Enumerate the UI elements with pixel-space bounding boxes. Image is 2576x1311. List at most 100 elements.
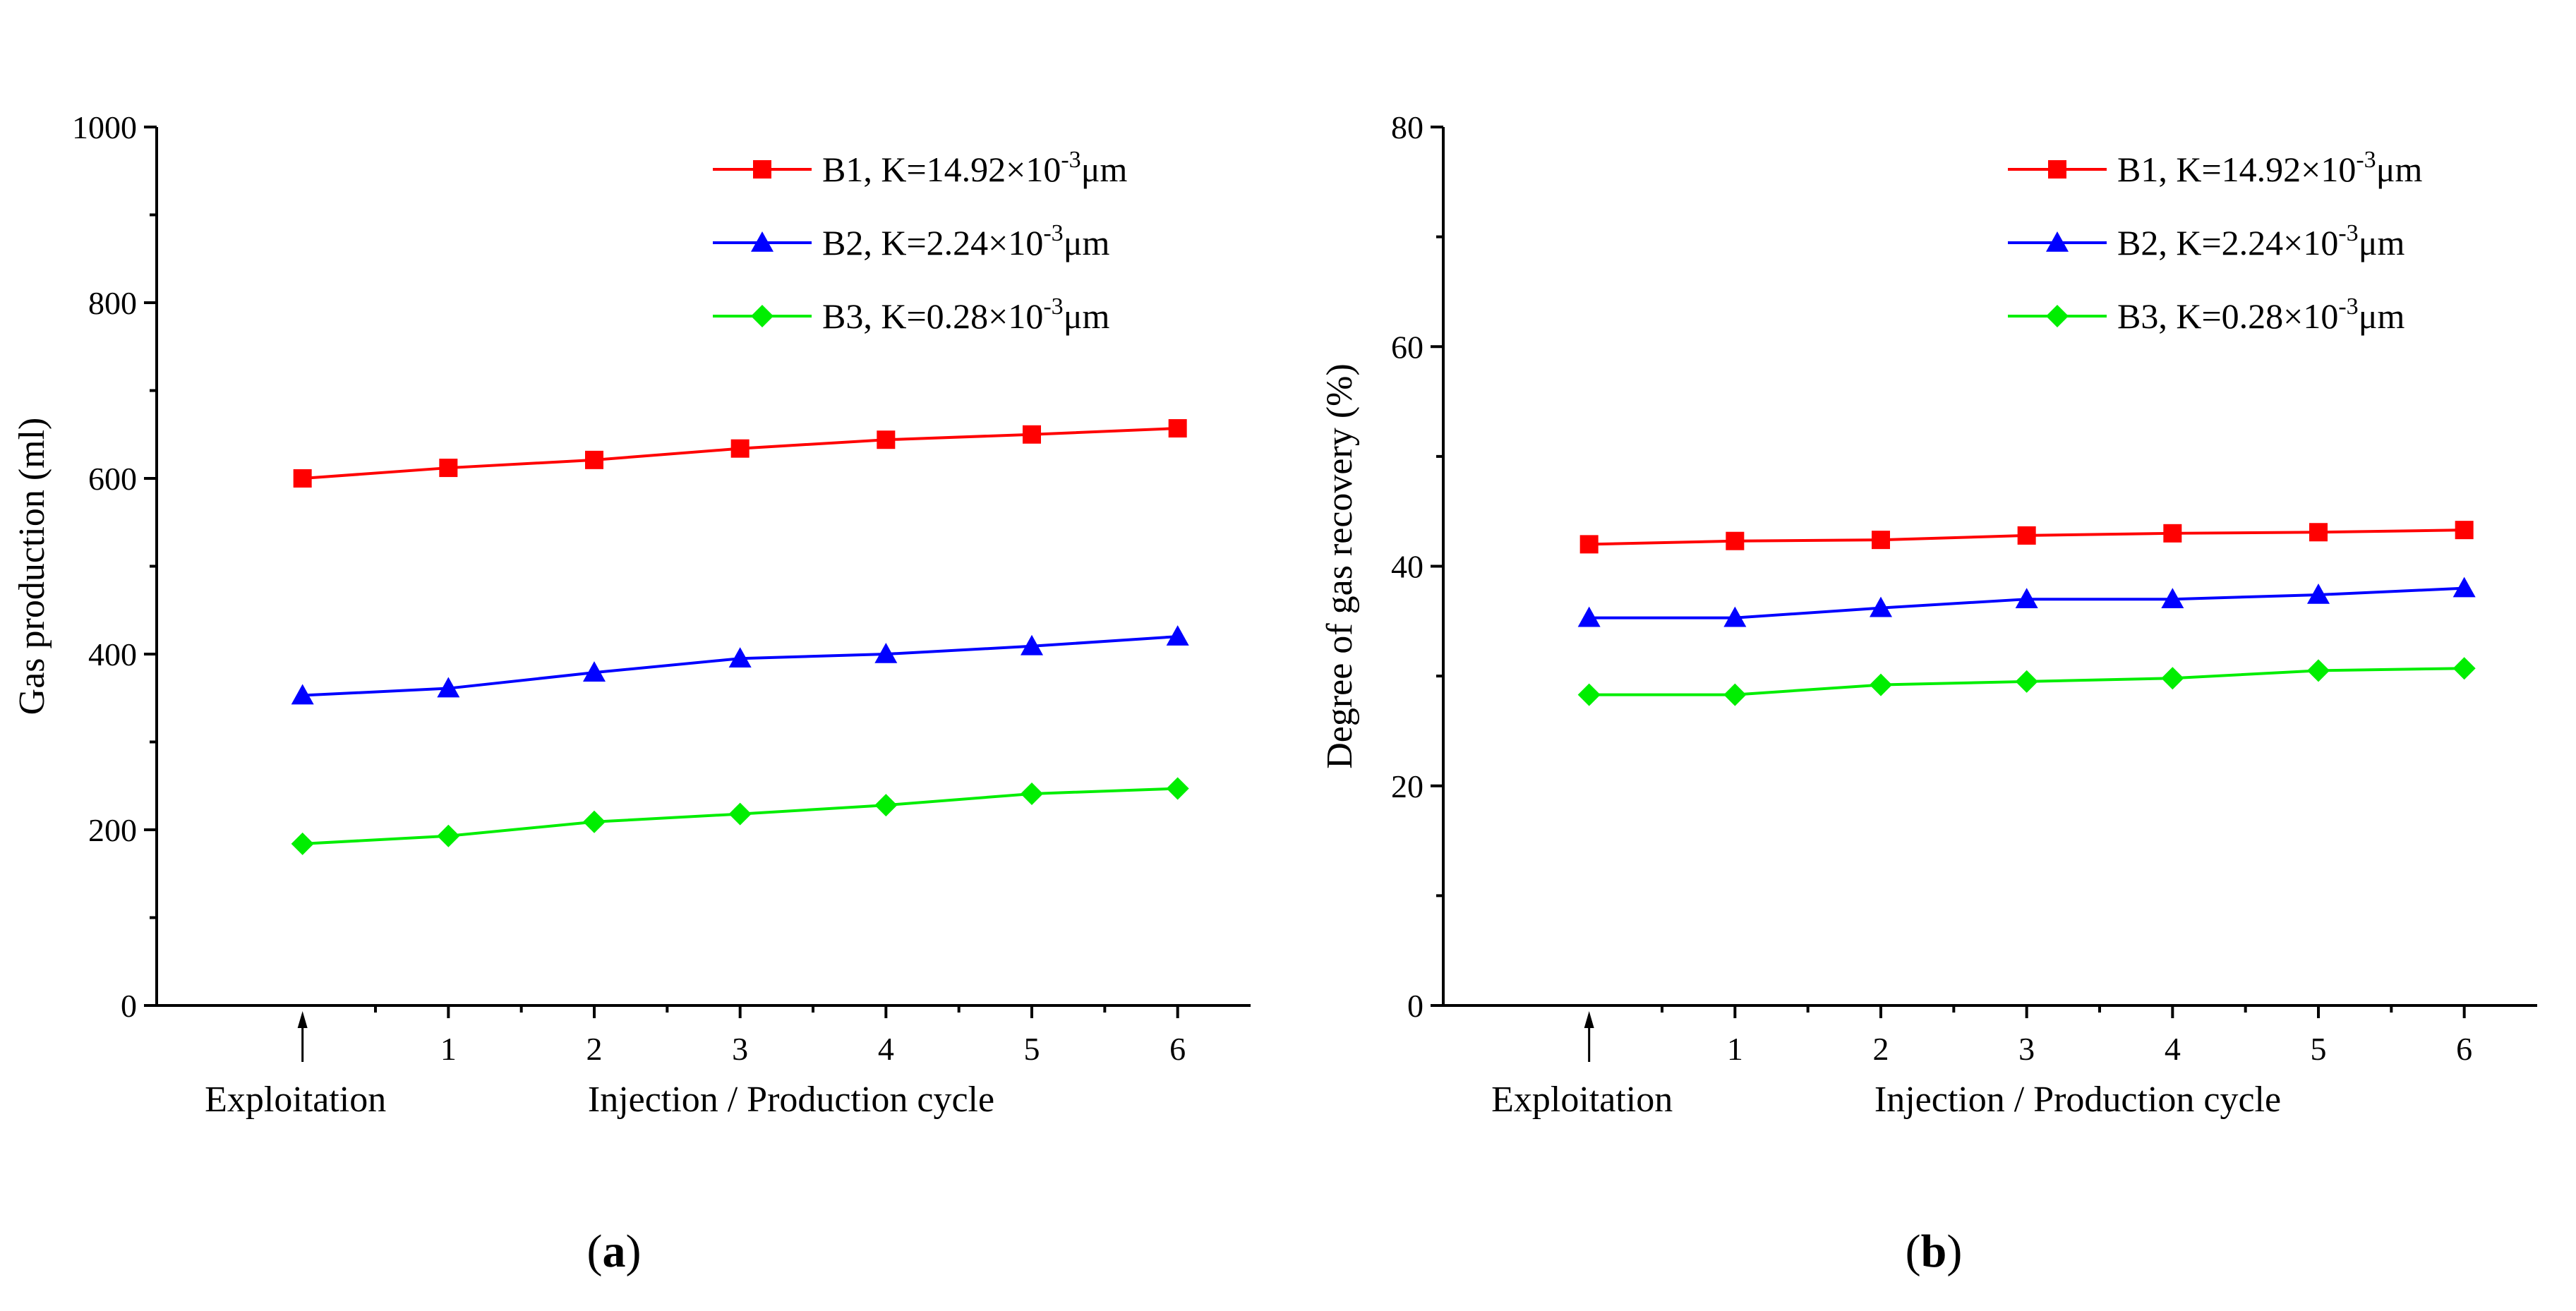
data-point-B1: [2163, 524, 2182, 543]
data-point-B2: [2161, 588, 2184, 608]
data-point-B1: [1168, 419, 1187, 438]
x-tick-label: 1: [1727, 1031, 1743, 1067]
data-point-B2: [2015, 588, 2038, 608]
exploitation-label: Exploitation: [205, 1080, 386, 1120]
data-point-B2: [583, 661, 606, 682]
legend-item-B2: B2, K=2.24×10-3μm: [2008, 220, 2405, 262]
exploitation-label: Exploitation: [1491, 1080, 1673, 1120]
data-point-B2: [437, 677, 460, 698]
series-B2: [1577, 576, 2476, 627]
panel-label-b: (b): [1906, 1226, 1963, 1277]
data-point-B3: [874, 794, 898, 817]
series-B3: [291, 777, 1189, 855]
x-tick-label: 5: [2311, 1031, 2327, 1067]
y-tick-label: 60: [1391, 329, 1424, 365]
x-tick-label: 4: [878, 1031, 894, 1067]
legend-marker-B1: [2048, 160, 2066, 179]
legend-label-B3: B3, K=0.28×10-3μm: [2117, 294, 2405, 336]
x-tick-label: 2: [1873, 1031, 1889, 1067]
y-tick-label: 400: [88, 636, 137, 672]
data-point-B1: [439, 459, 458, 478]
panel-label-a: (a): [587, 1226, 642, 1277]
y-tick-label: 600: [88, 461, 137, 497]
data-point-B3: [437, 824, 460, 847]
legend-marker-B2: [751, 231, 774, 252]
y-axis-title: Gas production (ml): [12, 418, 52, 715]
x-tick-label: 6: [2456, 1031, 2472, 1067]
y-tick-label: 40: [1391, 549, 1424, 585]
legend-item-B1: B1, K=14.92×10-3μm: [2008, 147, 2422, 189]
legend-label-B2: B2, K=2.24×10-3μm: [2117, 220, 2405, 262]
data-point-B3: [2307, 659, 2330, 682]
data-point-B1: [1726, 531, 1745, 550]
data-point-B1: [877, 430, 896, 449]
y-axis-title: Degree of gas recovery (%): [1320, 363, 1360, 769]
data-point-B1: [730, 439, 750, 458]
data-point-B2: [728, 647, 752, 668]
series-B1: [1579, 521, 2474, 554]
data-point-B2: [1166, 625, 1189, 646]
y-tick-label: 1000: [72, 109, 137, 145]
y-tick-label: 80: [1391, 109, 1424, 145]
data-point-B2: [874, 643, 898, 663]
data-point-B3: [1021, 782, 1043, 805]
data-point-B1: [2309, 523, 2328, 542]
x-axis-title: Injection / Production cycle: [1874, 1080, 2281, 1120]
data-point-B1: [1579, 535, 1599, 554]
data-point-B2: [291, 684, 314, 705]
data-point-B1: [585, 450, 603, 469]
data-point-B2: [1723, 606, 1747, 627]
y-tick-label: 0: [121, 988, 137, 1024]
data-point-B2: [1021, 634, 1043, 656]
data-point-B3: [2452, 657, 2476, 680]
legend-label-B1: B1, K=14.92×10-3μm: [822, 147, 1127, 189]
legend-marker-B3: [751, 305, 774, 327]
data-point-B1: [1872, 531, 1890, 550]
data-point-B2: [2307, 583, 2330, 604]
data-point-B1: [2455, 521, 2474, 540]
data-point-B2: [2452, 576, 2476, 598]
legend-marker-B2: [2046, 231, 2069, 252]
data-point-B3: [2161, 667, 2184, 690]
data-point-B2: [1577, 606, 1601, 627]
x-tick-label: 1: [440, 1031, 457, 1067]
x-tick-label: 6: [1169, 1031, 1186, 1067]
legend-item-B2: B2, K=2.24×10-3μm: [713, 220, 1109, 262]
data-point-B3: [2015, 670, 2038, 693]
data-point-B3: [583, 810, 606, 833]
data-point-B3: [1723, 683, 1747, 706]
x-tick-label: 4: [2165, 1031, 2181, 1067]
chart-panel-b: 0 20 40 60 80 1 2 3 4 5 6 Exploitation Injection / P…: [1320, 109, 2537, 1277]
x-tick-label: 3: [732, 1031, 748, 1067]
legend-marker-B1: [753, 160, 771, 179]
legend-item-B1: B1, K=14.92×10-3μm: [713, 147, 1127, 189]
y-tick-label: 200: [88, 812, 137, 848]
exploitation-arrow-head: [1584, 1011, 1594, 1028]
x-tick-label: 2: [586, 1031, 603, 1067]
data-point-B3: [1577, 683, 1601, 706]
chart-panel-a: 0 200 400 600 800 1000 1 2 3 4 5 6 Exploitation Injec…: [12, 109, 1251, 1277]
data-point-B1: [293, 469, 312, 488]
x-tick-label: 5: [1024, 1031, 1040, 1067]
x-axis-title: Injection / Production cycle: [588, 1080, 994, 1120]
legend-item-B3: B3, K=0.28×10-3μm: [713, 294, 1109, 336]
data-point-B3: [1166, 777, 1189, 800]
data-point-B2: [1870, 596, 1892, 617]
exploitation-arrow-head: [297, 1011, 308, 1028]
legend-label-B3: B3, K=0.28×10-3μm: [822, 294, 1109, 336]
data-point-B1: [2017, 526, 2036, 545]
y-tick-label: 20: [1391, 768, 1424, 804]
legend-label-B1: B1, K=14.92×10-3μm: [2117, 147, 2422, 189]
y-tick-label: 0: [1407, 988, 1424, 1024]
data-point-B3: [1870, 673, 1892, 696]
legend-label-B2: B2, K=2.24×10-3μm: [822, 220, 1109, 262]
series-B3: [1577, 657, 2476, 706]
y-tick-label: 800: [88, 285, 137, 321]
series-B1: [293, 419, 1187, 488]
data-point-B3: [291, 832, 314, 855]
x-tick-label: 3: [2018, 1031, 2035, 1067]
legend-marker-B3: [2046, 305, 2069, 327]
legend-item-B3: B3, K=0.28×10-3μm: [2008, 294, 2405, 336]
series-B2: [291, 625, 1189, 705]
